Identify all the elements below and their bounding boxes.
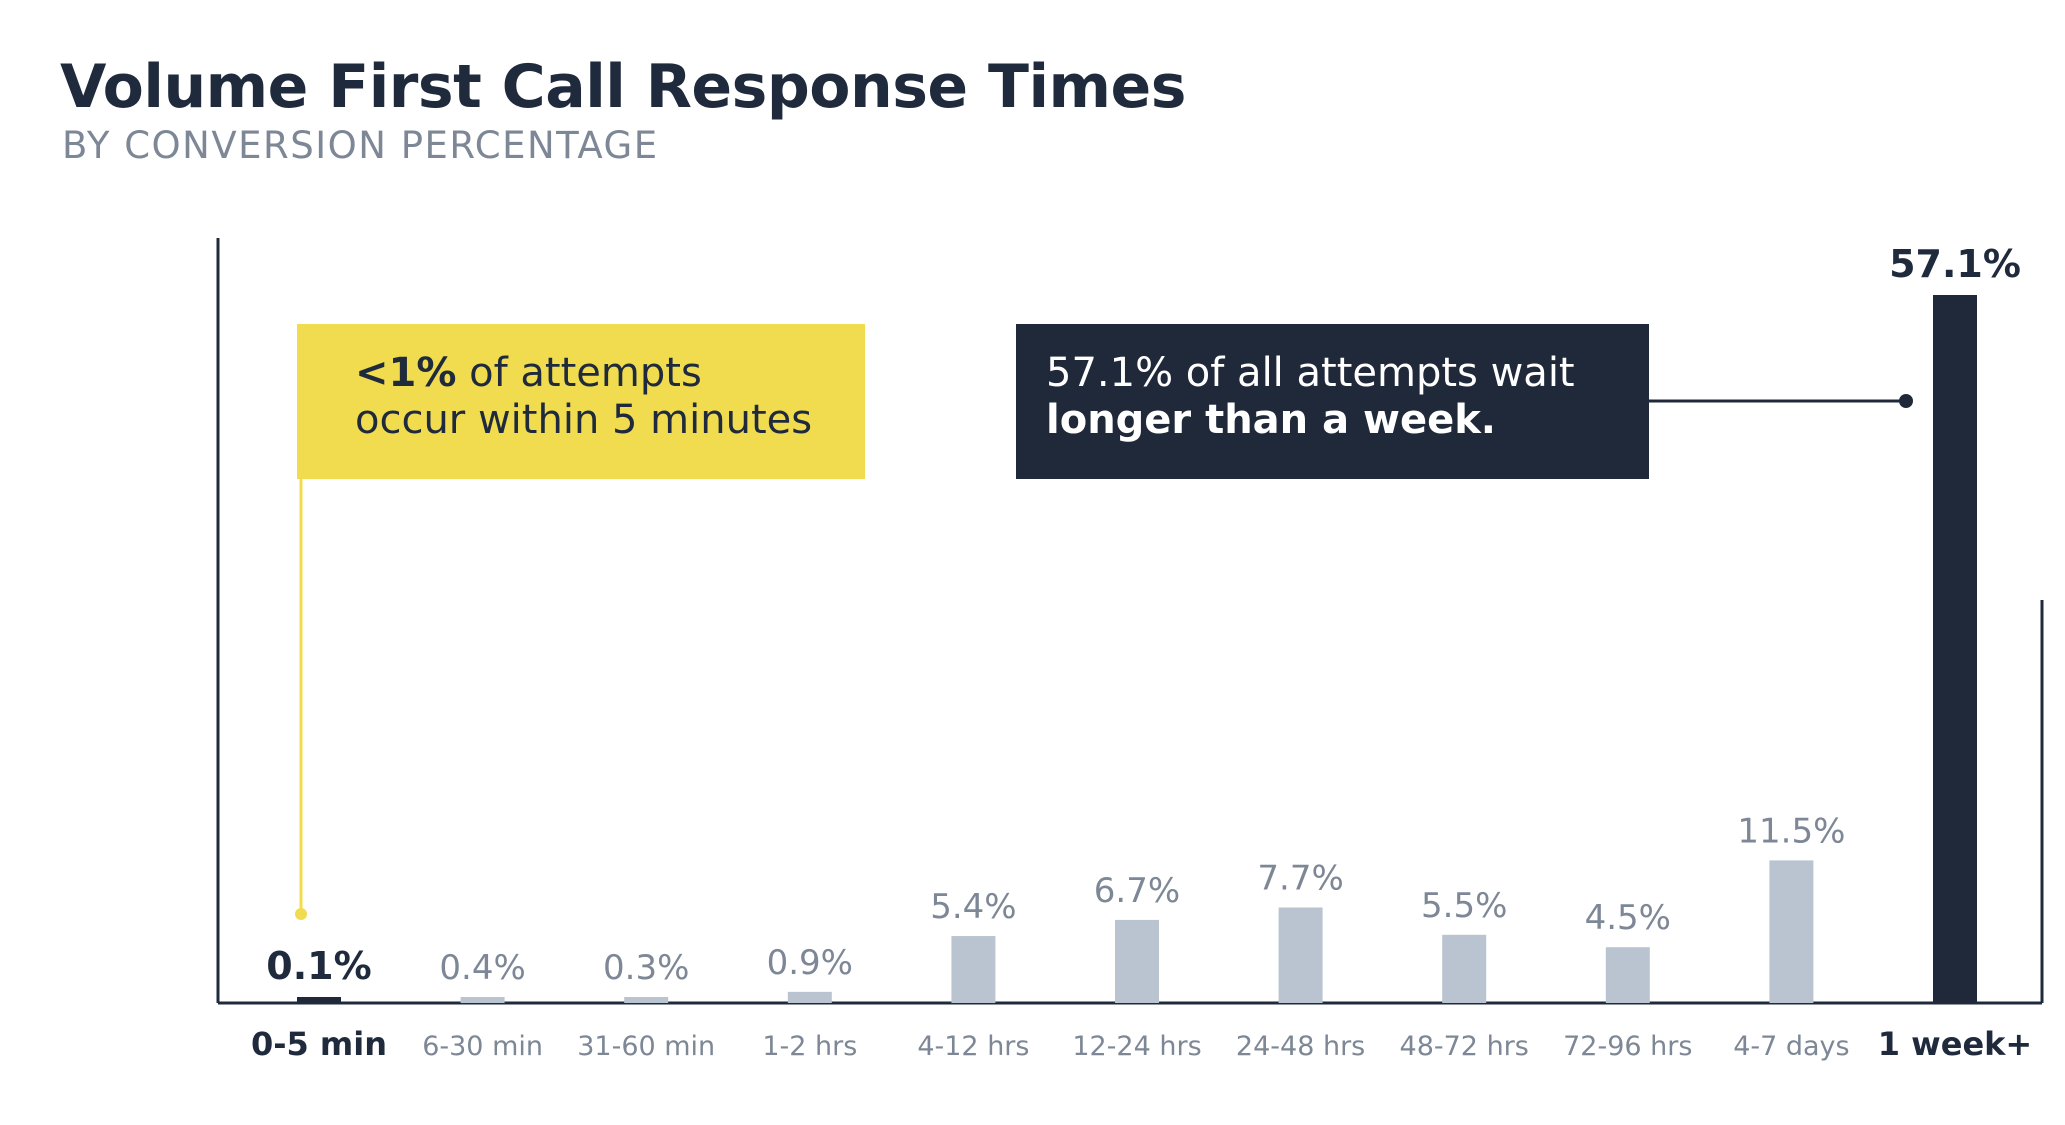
data-label-31-60-min: 0.3% <box>603 948 689 988</box>
category-label-4-12-hrs: 4-12 hrs <box>917 1031 1029 1062</box>
callout-left-dot <box>295 908 307 920</box>
bar-31-60-min <box>624 997 669 1003</box>
page-subtitle: BY CONVERSION PERCENTAGE <box>62 124 659 167</box>
data-label-1-2-hrs: 0.9% <box>767 943 853 983</box>
category-label-1-week: 1 week+ <box>1878 1025 2032 1063</box>
category-label-12-24-hrs: 12-24 hrs <box>1072 1031 1201 1062</box>
bar-4-12-hrs <box>951 936 996 1003</box>
callout-longer-than-week: 57.1% of all attempts wait longer than a… <box>1016 324 1649 479</box>
data-labels: 0.1% 0.4% 0.3% 0.9% 5.4% 6.7% 7.7% 5.5% 4.5% 11.5… <box>266 242 2021 988</box>
bar-72-96-hrs <box>1605 947 1650 1003</box>
data-label-4-12-hrs: 5.4% <box>930 887 1016 927</box>
bar-6-30-min <box>460 997 505 1003</box>
bar-0-5-min <box>297 997 341 1003</box>
data-label-48-72-hrs: 5.5% <box>1421 886 1507 926</box>
data-label-12-24-hrs: 6.7% <box>1094 871 1180 911</box>
page-title: Volume First Call Response Times <box>60 52 1186 122</box>
callout-connectors <box>295 394 1913 920</box>
bar-12-24-hrs <box>1115 919 1159 1003</box>
callout-right-dot <box>1899 394 1913 408</box>
bar-24-48-hrs <box>1278 907 1323 1003</box>
bar-series <box>297 295 1977 1003</box>
bar-1-week <box>1933 295 1977 1003</box>
category-label-48-72-hrs: 48-72 hrs <box>1400 1031 1529 1062</box>
category-label-1-2-hrs: 1-2 hrs <box>762 1031 857 1062</box>
bar-48-72-hrs <box>1442 934 1487 1003</box>
data-label-6-30-min: 0.4% <box>439 948 525 988</box>
category-label-31-60-min: 31-60 min <box>577 1031 715 1062</box>
data-label-24-48-hrs: 7.7% <box>1257 859 1343 899</box>
data-label-4-7-days: 11.5% <box>1737 811 1845 851</box>
callout-left-rest: of attempts <box>456 350 702 396</box>
callout-left-line-1: <1% of attempts <box>355 350 865 397</box>
category-labels: 0-5 min 6-30 min 31-60 min 1-2 hrs 4-12 hrs 1… <box>251 1025 2032 1063</box>
bar-4-7-days <box>1769 860 1814 1003</box>
category-label-24-48-hrs: 24-48 hrs <box>1236 1031 1365 1062</box>
callout-right-line-1: 57.1% of all attempts wait <box>1046 350 1575 396</box>
callout-left-line-2: occur within 5 minutes <box>355 397 813 443</box>
data-label-72-96-hrs: 4.5% <box>1585 898 1671 938</box>
category-label-72-96-hrs: 72-96 hrs <box>1563 1031 1692 1062</box>
callout-right-line-2: longer than a week. <box>1046 397 1496 443</box>
callout-within-5-minutes: <1% of attempts occur within 5 minutes <box>297 324 865 479</box>
category-label-4-7-days: 4-7 days <box>1733 1031 1849 1062</box>
category-label-6-30-min: 6-30 min <box>422 1031 543 1062</box>
category-label-0-5-min: 0-5 min <box>251 1025 387 1063</box>
callout-left-strong: <1% <box>355 350 457 396</box>
data-label-1-week: 57.1% <box>1889 242 2021 286</box>
bar-1-2-hrs <box>787 991 832 1003</box>
data-label-0-5-min: 0.1% <box>266 944 371 988</box>
